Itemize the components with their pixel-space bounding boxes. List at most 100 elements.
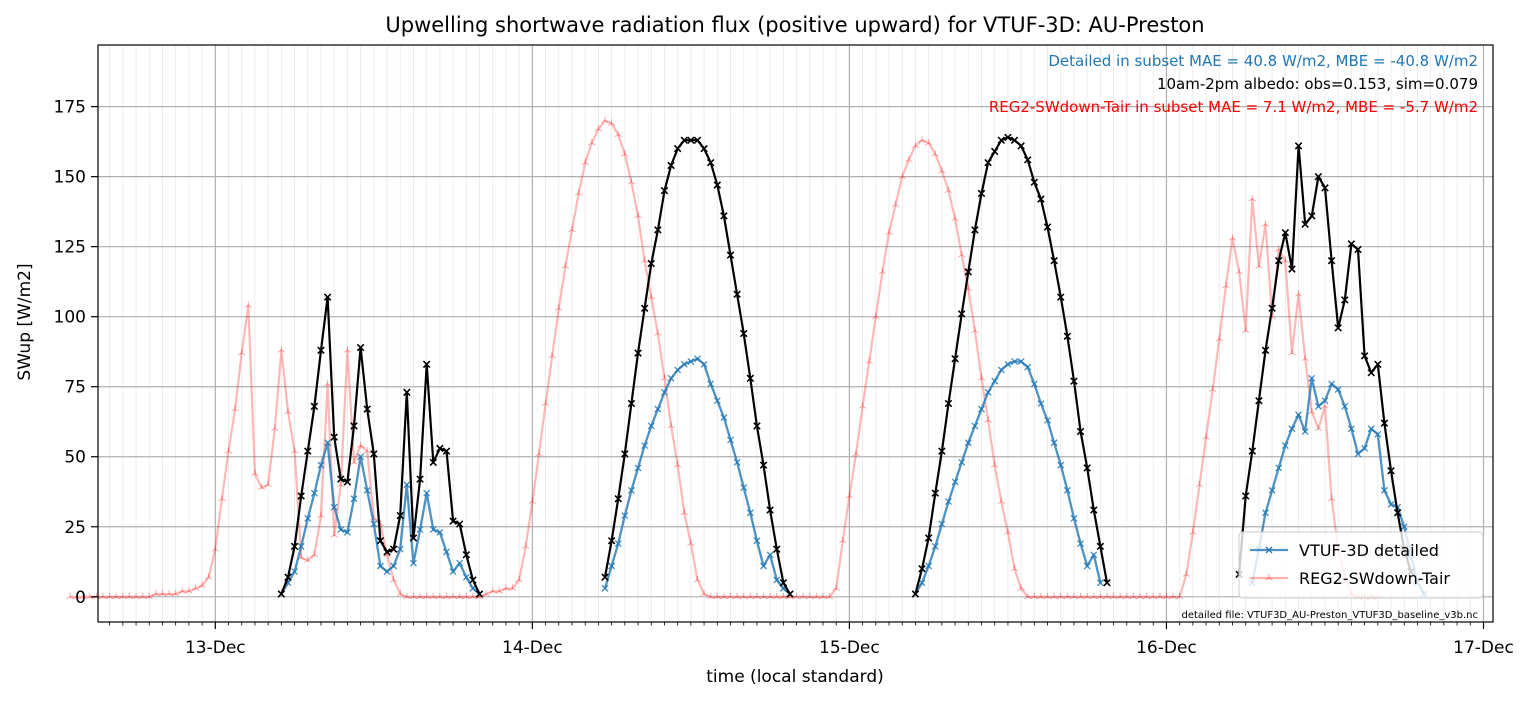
- x-marker-stroke: [1400, 523, 1408, 531]
- reg2-point: [759, 592, 768, 600]
- reg2-point: [396, 589, 404, 597]
- tri-marker-stroke: [353, 461, 358, 465]
- series-layer: [66, 116, 1428, 600]
- obs-point: [389, 545, 398, 553]
- tri-marker-stroke: [495, 590, 500, 594]
- tri-marker-stroke: [931, 153, 936, 157]
- tri-marker-stroke: [948, 190, 953, 194]
- x-marker-stroke: [469, 576, 477, 584]
- obs-point: [654, 226, 662, 234]
- tri-marker-stroke: [703, 593, 708, 597]
- tri-marker-stroke: [518, 579, 523, 583]
- reg2-point: [105, 592, 114, 600]
- x-marker-stroke: [667, 374, 675, 382]
- tri-marker-stroke: [1311, 411, 1316, 415]
- detailed-point: [1354, 450, 1362, 458]
- detailed-point: [608, 562, 616, 570]
- tri-marker-stroke: [789, 596, 794, 600]
- x-marker-stroke: [997, 366, 1005, 374]
- obs-point: [1341, 296, 1349, 304]
- tri-marker-stroke: [1152, 596, 1157, 600]
- tri-marker-stroke: [403, 596, 408, 600]
- reg2-series-line: [70, 119, 1378, 598]
- obs-point: [383, 548, 391, 556]
- tri-marker-stroke: [1050, 596, 1055, 600]
- reg2-point: [495, 587, 504, 594]
- detailed-point: [667, 374, 675, 382]
- tri-marker-stroke: [1076, 596, 1081, 600]
- detailed-point: [647, 422, 655, 430]
- obs-point: [746, 374, 755, 383]
- tri-marker-stroke: [400, 593, 404, 597]
- x-marker-stroke: [753, 422, 761, 430]
- x-marker-stroke: [1241, 492, 1250, 500]
- tri-marker-stroke: [1301, 358, 1306, 362]
- obs-point: [1314, 172, 1323, 181]
- detailed-point: [1268, 486, 1276, 494]
- x-marker-stroke: [1380, 486, 1388, 494]
- tri-marker-stroke: [1070, 596, 1075, 600]
- reg2-point: [1030, 592, 1039, 600]
- obs-point: [944, 399, 953, 408]
- detailed-point: [773, 576, 781, 584]
- detailed-point: [627, 486, 635, 494]
- tri-marker-stroke: [548, 355, 553, 359]
- x-marker-stroke: [1017, 142, 1025, 150]
- obs-point: [416, 475, 424, 483]
- tri-marker-stroke: [1199, 484, 1204, 488]
- reg2-point: [290, 447, 299, 454]
- tri-marker-stroke: [119, 596, 124, 600]
- x-marker-stroke: [383, 568, 391, 576]
- reg2-point: [607, 119, 616, 126]
- tri-marker-stroke: [1324, 405, 1329, 409]
- x-marker-stroke: [1023, 156, 1032, 164]
- reg2-point: [1142, 592, 1151, 600]
- x-marker-stroke: [977, 189, 986, 198]
- tri-marker-stroke: [248, 305, 253, 308]
- tri-marker-stroke: [125, 596, 130, 600]
- axes: 13-Dec 14-Dec 15-Dec 16-Dec 17-Dec 0 25 50 75 100…: [54, 98, 1514, 658]
- x-marker-stroke: [641, 442, 649, 449]
- tri-marker-stroke: [677, 464, 682, 468]
- x-marker-stroke: [370, 450, 378, 458]
- y-tick-label: 0: [75, 588, 86, 608]
- x-marker-stroke: [304, 447, 312, 455]
- x-marker-stroke: [1301, 428, 1309, 435]
- reg2-point: [72, 592, 81, 600]
- detailed-point: [1077, 540, 1085, 548]
- reg2-point: [171, 589, 180, 597]
- reg2-point: [687, 539, 695, 547]
- detailed-point: [918, 579, 926, 587]
- tri-marker-stroke: [234, 408, 239, 412]
- tri-marker-stroke: [436, 596, 441, 600]
- x-marker-stroke: [297, 542, 305, 550]
- tri-marker-stroke: [657, 333, 662, 336]
- tri-marker-stroke: [320, 515, 325, 518]
- x-marker-stroke: [971, 226, 979, 234]
- tri-marker-stroke: [921, 139, 926, 143]
- tri-marker-stroke: [664, 377, 669, 381]
- tri-marker-stroke: [783, 596, 788, 600]
- x-marker-stroke: [687, 136, 695, 144]
- detailed-point: [601, 584, 609, 592]
- reg2-point: [997, 497, 1006, 504]
- detailed-point: [383, 568, 391, 576]
- tri-marker-stroke: [1271, 316, 1276, 320]
- obs-point: [475, 590, 484, 598]
- reg2-point: [673, 461, 682, 468]
- obs-point: [1241, 492, 1250, 500]
- x-marker-stroke: [713, 181, 722, 189]
- tri-marker-stroke: [1241, 330, 1246, 334]
- x-marker-stroke: [429, 458, 438, 467]
- detailed-point: [363, 486, 371, 494]
- reg2-point: [706, 592, 715, 600]
- x-marker-stroke: [429, 526, 437, 534]
- reg2-point: [231, 405, 239, 412]
- tri-marker-stroke: [660, 377, 665, 381]
- reg2-point: [1182, 570, 1190, 577]
- tri-marker-stroke: [446, 596, 451, 600]
- obs-point: [1043, 223, 1052, 231]
- tri-marker-stroke: [878, 271, 883, 275]
- x-marker-stroke: [990, 147, 999, 156]
- obs-point: [436, 444, 444, 453]
